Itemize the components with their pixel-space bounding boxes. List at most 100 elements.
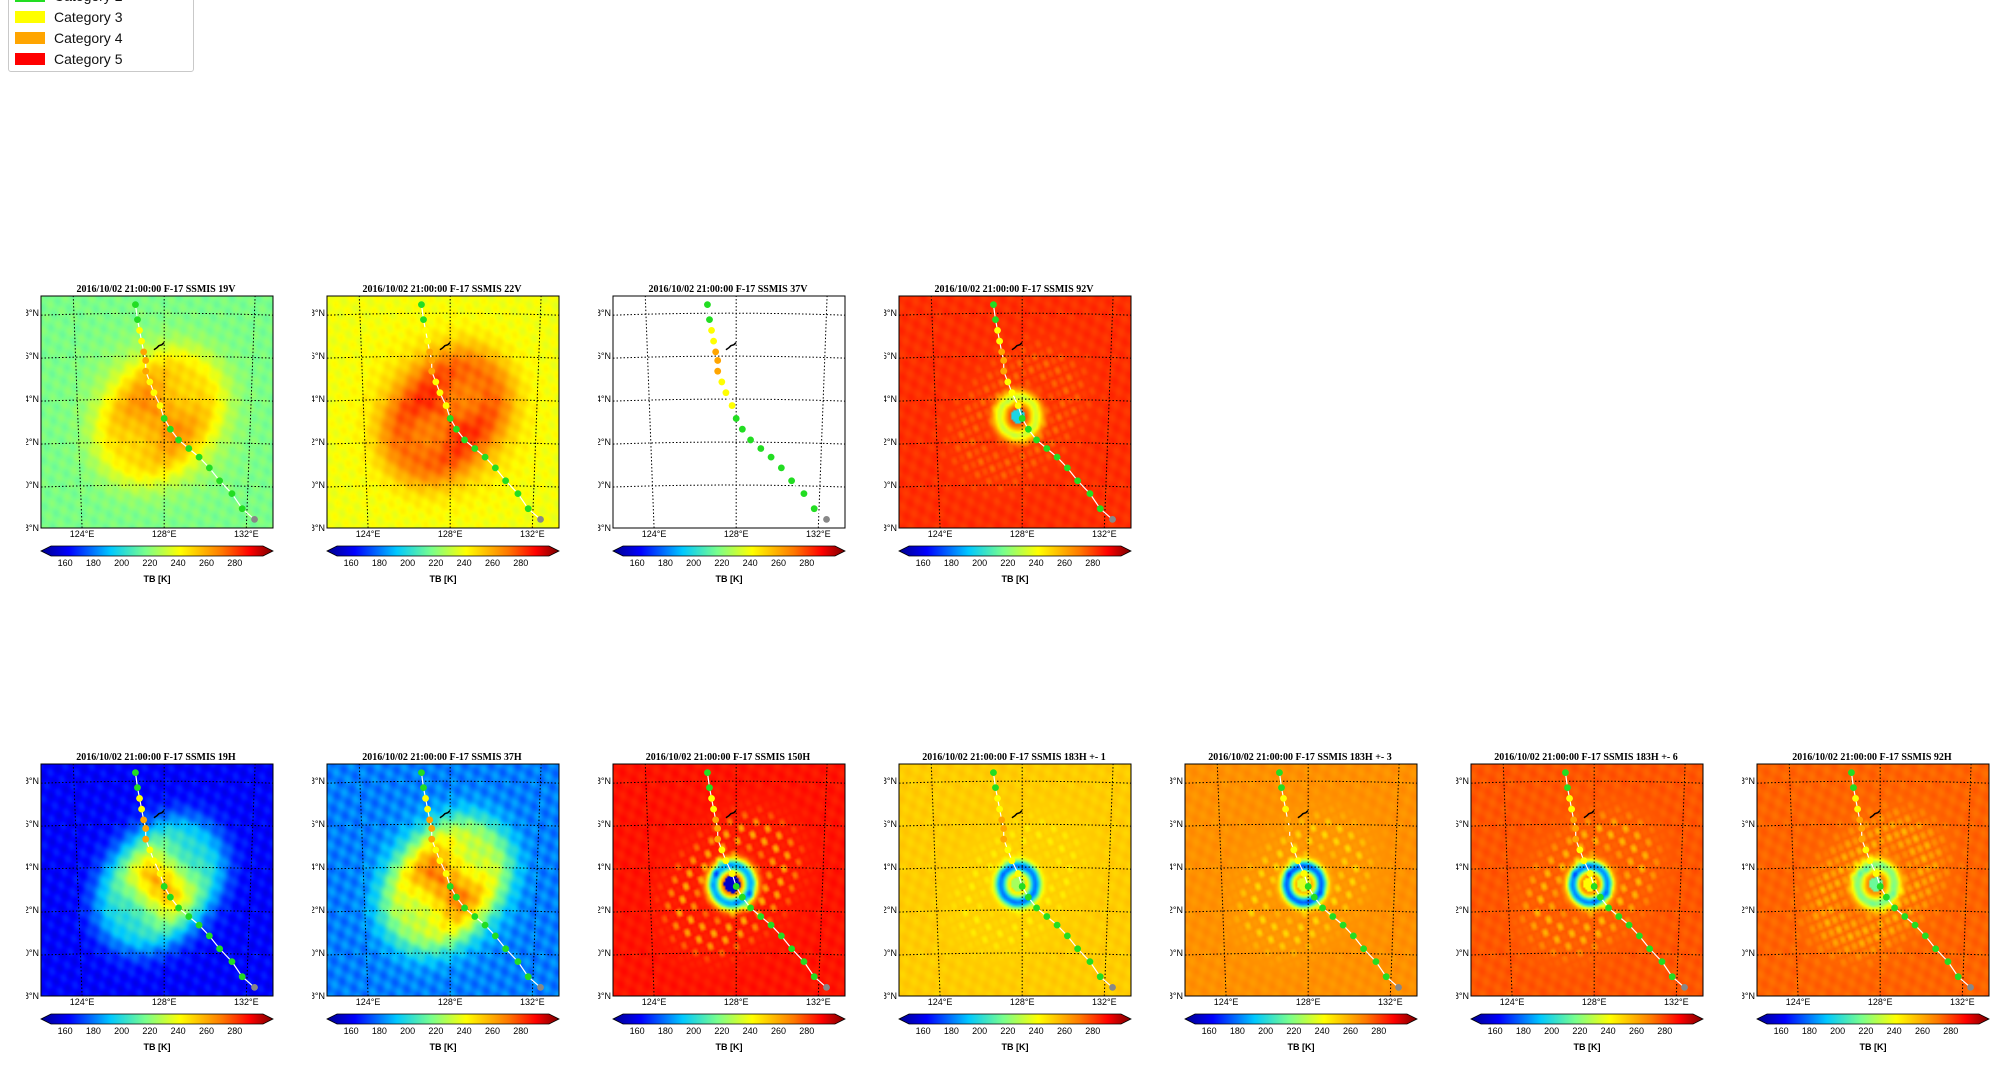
lon-tick-label: 132°E (520, 997, 545, 1007)
panel-title: 2016/10/02 21:00:00 F-17 SSMIS 22V (362, 284, 522, 295)
track-point (1944, 958, 1952, 966)
colorbar-tick-label: 220 (714, 1026, 729, 1036)
colorbar-tick-label: 220 (1286, 1026, 1301, 1036)
track-point (428, 825, 436, 832)
track-point (175, 904, 182, 912)
track-point (1000, 835, 1008, 843)
track-point (738, 893, 746, 901)
lon-gridline (644, 296, 655, 528)
track-point (205, 932, 213, 940)
lat-tick-label: 28°N (312, 776, 325, 786)
track-point (238, 973, 246, 981)
colorbar-tick-label: 280 (1943, 1026, 1958, 1036)
track-point (1882, 893, 1890, 901)
track-point (712, 816, 720, 824)
colorbar-tick-label: 220 (1000, 558, 1015, 568)
map-frame (898, 763, 1132, 997)
track-point (1300, 870, 1308, 877)
track-point (481, 453, 489, 461)
colorbar-tick-label: 160 (630, 558, 645, 568)
lat-gridline (613, 441, 845, 445)
colorbar-tick-label: 200 (114, 1026, 129, 1036)
track-point (1053, 453, 1061, 461)
lat-gridline (41, 484, 273, 488)
map-frame (1756, 763, 1990, 997)
lat-tick-label: 26°N (884, 819, 897, 829)
lat-tick-label: 22°N (1742, 905, 1755, 915)
lat-tick-label: 20°N (598, 948, 611, 958)
lat-tick-label: 22°N (598, 437, 611, 447)
track-point (150, 857, 158, 865)
lat-tick-label: 24°N (598, 394, 611, 404)
lat-tick-label: 18°N (884, 523, 897, 533)
track-point (767, 453, 775, 461)
lat-tick-label: 26°N (884, 351, 897, 361)
lat-tick-label: 20°N (1456, 948, 1469, 958)
track-point (195, 453, 203, 461)
track-point (216, 477, 224, 485)
track-point (1053, 921, 1061, 929)
track-point (1605, 904, 1612, 912)
colorbar-tick-label: 200 (400, 1026, 415, 1036)
map-panel-92h: 2016/10/02 21:00:00 F-17 SSMIS 92H 18°N 20… (1742, 752, 1998, 1072)
panel-title: 2016/10/02 21:00:00 F-17 SSMIS 37V (648, 284, 808, 295)
track-point (757, 445, 765, 452)
lat-gridline (41, 823, 273, 827)
track-point (1063, 464, 1071, 472)
track-point (251, 516, 258, 523)
track-point (1372, 958, 1380, 966)
lat-tick-label: 28°N (598, 308, 611, 318)
track-point (994, 326, 1001, 334)
lat-tick-label: 24°N (26, 862, 39, 872)
lon-gridline (930, 296, 941, 528)
tb-field (899, 764, 1131, 996)
track-point (452, 425, 460, 433)
colorbar (612, 1013, 846, 1025)
colorbar-label: TB [K] (1002, 574, 1029, 584)
track-point (800, 490, 808, 498)
lon-gridline (1675, 764, 1686, 996)
lon-tick-label: 128°E (1296, 997, 1321, 1007)
lat-tick-label: 18°N (1456, 991, 1469, 1001)
panel-title: 2016/10/02 21:00:00 F-17 SSMIS 183H +- 6 (1494, 752, 1678, 763)
lon-tick-label: 128°E (152, 997, 177, 1007)
colorbar (898, 1013, 1132, 1025)
panel-title: 2016/10/02 21:00:00 F-17 SSMIS 92V (934, 284, 1094, 295)
colorbar-label: TB [K] (1002, 1042, 1029, 1052)
track-point (150, 389, 158, 397)
colorbar-label: TB [K] (1860, 1042, 1887, 1052)
lat-gridline (327, 312, 559, 316)
lat-tick-label: 20°N (26, 948, 39, 958)
colorbar-tick-label: 160 (344, 1026, 359, 1036)
track-point (777, 932, 785, 940)
lat-gridline (613, 780, 845, 784)
track-point (1018, 415, 1026, 422)
track-point (185, 913, 193, 920)
lat-tick-label: 20°N (26, 480, 39, 490)
track-point (738, 425, 746, 433)
track-point (714, 825, 722, 832)
colorbar-tick-label: 260 (199, 558, 214, 568)
lat-gridline (41, 312, 273, 316)
track-point (1319, 904, 1326, 912)
lon-tick-label: 128°E (724, 529, 749, 539)
track-point (524, 973, 532, 981)
lon-gridline (930, 764, 941, 996)
lat-gridline (1757, 823, 1989, 827)
colorbar-tick-label: 220 (428, 1026, 443, 1036)
track-point (1278, 784, 1285, 792)
track-point (704, 769, 711, 776)
colorbar-tick-label: 240 (457, 558, 472, 568)
track-point (132, 769, 139, 776)
colorbar-tick-label: 280 (1085, 558, 1100, 568)
colorbar (1470, 1013, 1704, 1025)
track-point (175, 436, 182, 444)
map-frame (898, 295, 1132, 529)
track-point (722, 857, 730, 865)
track-point (722, 389, 730, 397)
track-point (996, 337, 1004, 345)
track-point (1329, 913, 1337, 920)
track-point (1096, 505, 1104, 513)
track-point (481, 921, 489, 929)
lat-tick-label: 18°N (26, 523, 39, 533)
